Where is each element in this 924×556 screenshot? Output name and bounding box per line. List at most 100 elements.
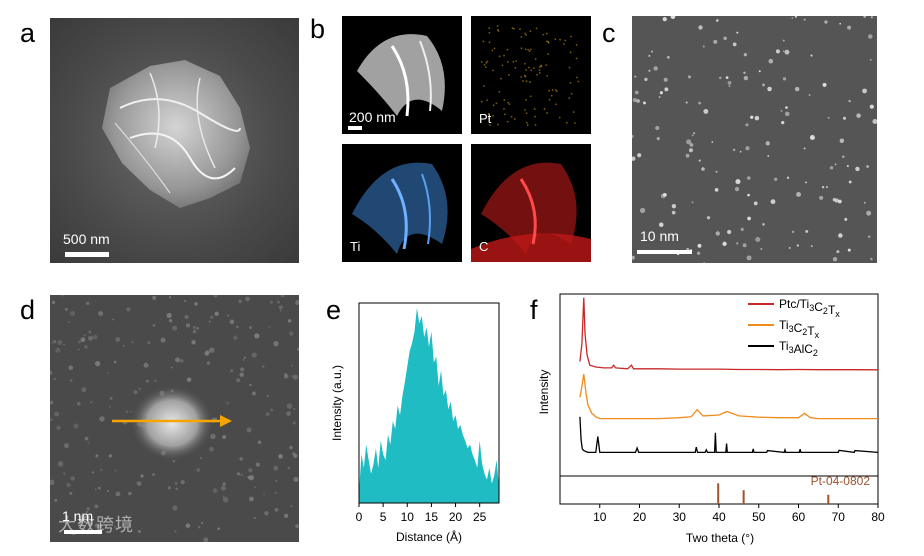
pt-atom-dot bbox=[728, 85, 731, 87]
pt-atom-dot bbox=[863, 201, 866, 204]
pt-atom-dot bbox=[796, 244, 799, 247]
noise-dot bbox=[278, 305, 283, 310]
pt-atom-dot bbox=[653, 66, 658, 71]
noise-dot bbox=[126, 307, 131, 312]
noise-dot bbox=[90, 400, 93, 404]
noise-dot bbox=[251, 352, 257, 358]
noise-dot bbox=[291, 364, 294, 367]
pt-signal-dot bbox=[525, 80, 528, 83]
x-tick-label: 70 bbox=[832, 510, 846, 524]
pt-signal-dot bbox=[543, 108, 546, 110]
pt-signal-dot bbox=[510, 115, 513, 118]
noise-dot bbox=[87, 520, 93, 527]
noise-dot bbox=[92, 334, 98, 340]
noise-dot bbox=[56, 425, 61, 430]
pt-signal-dot bbox=[575, 57, 578, 60]
pt-atom-dot bbox=[688, 75, 691, 79]
noise-dot bbox=[245, 296, 250, 302]
pt-atom-dot bbox=[855, 166, 860, 172]
noise-dot bbox=[114, 469, 117, 472]
pt-atom-dot bbox=[844, 217, 848, 221]
pt-atom-dot bbox=[735, 179, 741, 185]
noise-dot bbox=[78, 340, 81, 344]
noise-dot bbox=[290, 505, 293, 507]
pt-atom-dot bbox=[747, 216, 751, 221]
pt-signal-dot bbox=[486, 60, 489, 63]
pt-atom-dot bbox=[639, 207, 646, 214]
pt-signal-dot bbox=[546, 74, 549, 77]
noise-dot bbox=[154, 379, 157, 382]
pt-atom-dot bbox=[784, 111, 790, 117]
pt-signal-dot bbox=[563, 42, 565, 45]
noise-dot bbox=[243, 356, 246, 359]
pt-atom-dot bbox=[838, 199, 842, 204]
ti-map-tile: Ti bbox=[342, 144, 462, 262]
pt-signal-dot bbox=[570, 92, 573, 95]
pt-atom-dot bbox=[754, 115, 760, 121]
noise-dot bbox=[138, 387, 141, 390]
pt-atom-dot bbox=[862, 88, 867, 94]
noise-dot bbox=[98, 486, 101, 490]
xrd-series-ti3alc2 bbox=[579, 416, 879, 454]
ti-map bbox=[352, 162, 448, 254]
pt-atom-dot bbox=[711, 141, 714, 144]
noise-dot bbox=[108, 454, 112, 458]
noise-dot bbox=[54, 498, 58, 502]
pt-atom-dot bbox=[867, 34, 873, 39]
noise-dot bbox=[57, 461, 64, 467]
noise-dot bbox=[66, 482, 71, 488]
noise-dot bbox=[275, 479, 278, 483]
noise-dot bbox=[209, 315, 214, 319]
noise-dot bbox=[115, 337, 121, 343]
noise-dot bbox=[84, 345, 88, 349]
panel-label-e: e bbox=[326, 295, 342, 325]
x-tick-label: 15 bbox=[425, 510, 439, 524]
noise-dot bbox=[198, 526, 201, 529]
noise-dot bbox=[77, 348, 80, 351]
noise-dot bbox=[53, 377, 56, 381]
noise-dot bbox=[152, 295, 157, 300]
legend-entry: Ptc/Ti3C2Tx bbox=[779, 297, 840, 319]
pt-atom-dot bbox=[872, 118, 877, 125]
pt-signal-dot bbox=[555, 103, 557, 106]
noise-dot bbox=[204, 351, 210, 356]
pt-atom-dot bbox=[758, 70, 761, 73]
pt-atom-dot bbox=[839, 22, 842, 25]
x-tick-label: 80 bbox=[871, 510, 885, 524]
pt-atom-dot bbox=[870, 257, 873, 261]
pt-signal-dot bbox=[503, 108, 505, 110]
pt-atom-dot bbox=[739, 150, 742, 153]
pt-signal-dot bbox=[558, 116, 561, 119]
pt-atom-dot bbox=[732, 148, 736, 152]
pt-signal-dot bbox=[540, 64, 542, 67]
noise-dot bbox=[107, 489, 110, 493]
pt-atom-dot bbox=[698, 25, 703, 30]
pt-signal-dot bbox=[523, 108, 526, 111]
pt-signal-dot bbox=[525, 34, 527, 36]
pt-signal-dot bbox=[495, 102, 498, 105]
pt-signal-dot bbox=[515, 60, 518, 62]
pt-atom-dot bbox=[838, 233, 843, 238]
pt-atom-dot bbox=[788, 247, 791, 249]
pt-map bbox=[480, 25, 580, 126]
noise-dot bbox=[94, 360, 101, 367]
pt-signal-dot bbox=[522, 80, 524, 82]
noise-dot bbox=[109, 396, 113, 400]
pt-atom-dot bbox=[847, 248, 851, 252]
noise-dot bbox=[50, 342, 53, 344]
pt-atom-dot bbox=[762, 223, 765, 226]
noise-dot bbox=[200, 521, 204, 525]
noise-dot bbox=[257, 440, 262, 445]
pt-atom-dot bbox=[688, 148, 693, 153]
pt-atom-dot bbox=[632, 156, 636, 161]
noise-dot bbox=[240, 367, 245, 372]
noise-dot bbox=[274, 491, 277, 494]
y-axis-label: Intensity bbox=[537, 370, 551, 415]
pt-atom-dot bbox=[648, 69, 651, 72]
pt-atom-dot bbox=[632, 134, 634, 138]
noise-dot bbox=[50, 400, 54, 405]
pt-atom-dot bbox=[824, 20, 828, 24]
noise-dot bbox=[248, 468, 253, 473]
pt-atom-dot bbox=[796, 191, 801, 197]
noise-dot bbox=[254, 486, 256, 488]
